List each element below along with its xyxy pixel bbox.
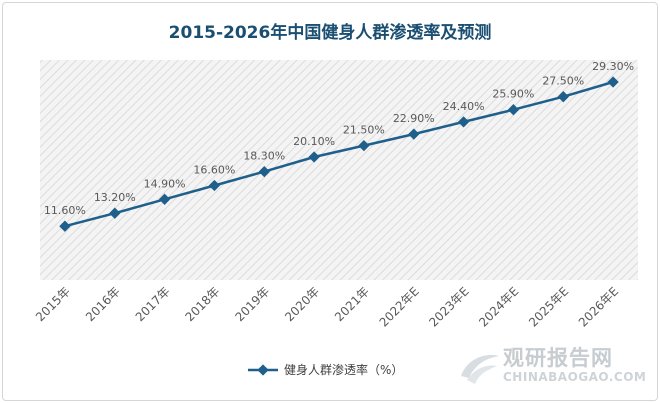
x-tick-label: 2023年E bbox=[426, 284, 471, 329]
plot-area bbox=[40, 60, 638, 280]
data-point bbox=[258, 165, 270, 178]
series-line bbox=[64, 80, 614, 228]
data-point bbox=[158, 193, 171, 205]
x-tick-label: 2022年E bbox=[377, 284, 422, 329]
data-label: 18.30% bbox=[243, 150, 285, 163]
x-tick-label: 2021年 bbox=[332, 284, 372, 324]
x-tick-label: 2019年 bbox=[232, 284, 272, 324]
legend: 健身人群渗透率（%） bbox=[248, 362, 403, 377]
x-tick-label: 2016年 bbox=[83, 284, 123, 324]
data-label: 24.40% bbox=[443, 100, 485, 113]
data-label: 16.60% bbox=[193, 164, 235, 177]
data-label: 13.20% bbox=[94, 191, 136, 204]
data-point bbox=[308, 151, 320, 163]
data-label: 25.90% bbox=[492, 88, 534, 101]
data-label-group: 11.60% 13.20% 14.90% 16.60% 18.30% 20.10% 21.5… bbox=[44, 60, 634, 217]
x-tick-label: 2025年E bbox=[526, 284, 571, 329]
data-label: 14.90% bbox=[144, 177, 186, 190]
x-tick-group: 2015年 2016年 2017年 2018年 2019年 2020年 2021年 2022年… bbox=[33, 284, 621, 329]
x-tick-label: 2024年E bbox=[476, 284, 521, 329]
data-label: 29.30% bbox=[592, 60, 634, 73]
watermark-logo-icon bbox=[461, 354, 499, 384]
watermark-en: CHINABAOGAO.COM bbox=[503, 370, 647, 384]
data-label: 11.60% bbox=[44, 204, 86, 217]
legend-marker bbox=[257, 364, 269, 376]
data-point bbox=[358, 139, 370, 152]
x-tick-label: 2017年 bbox=[133, 284, 173, 324]
watermark-cn: 观研报告网 bbox=[503, 346, 613, 370]
watermark: 观研报告网 CHINABAOGAO.COM bbox=[455, 342, 647, 392]
data-label: 20.10% bbox=[293, 135, 335, 148]
data-label: 22.90% bbox=[393, 112, 435, 125]
data-point bbox=[408, 128, 420, 140]
data-label: 27.50% bbox=[542, 75, 584, 88]
x-tick-label: 2020年 bbox=[282, 284, 322, 324]
legend-label: 健身人群渗透率（%） bbox=[284, 362, 403, 377]
data-point bbox=[208, 179, 221, 192]
x-tick-label: 2026年E bbox=[576, 284, 621, 329]
data-label: 21.50% bbox=[343, 124, 385, 137]
x-tick-label: 2015年 bbox=[33, 284, 73, 324]
chart-title: 2015-2026年中国健身人群渗透率及预测 bbox=[168, 23, 492, 43]
x-tick-label: 2018年 bbox=[183, 284, 223, 324]
